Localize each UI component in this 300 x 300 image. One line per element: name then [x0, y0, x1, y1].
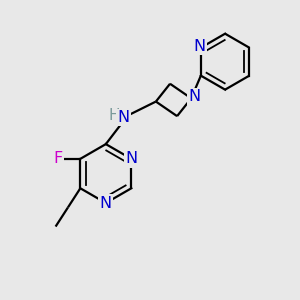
- Text: N: N: [193, 39, 206, 54]
- Text: N: N: [100, 196, 112, 211]
- Text: N: N: [188, 89, 200, 104]
- Text: N: N: [125, 151, 137, 166]
- Text: F: F: [53, 151, 62, 166]
- Text: N: N: [117, 110, 130, 125]
- Text: H: H: [108, 108, 119, 123]
